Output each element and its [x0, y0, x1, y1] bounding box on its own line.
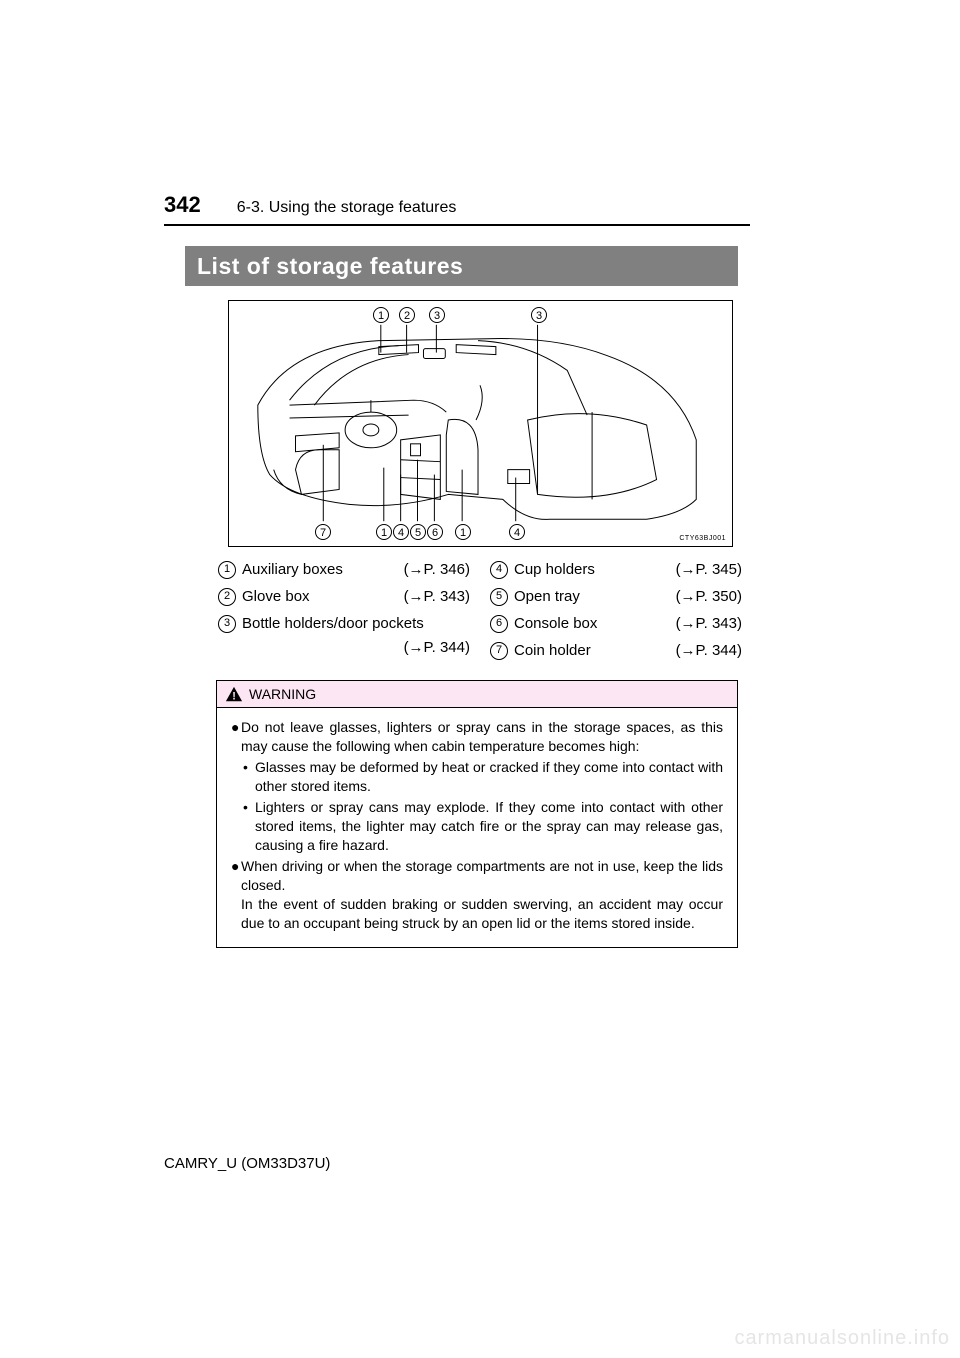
feature-row: 6 Console box (→P. 343): [490, 612, 742, 636]
page-title: List of storage features: [197, 253, 463, 280]
page-ref: (→P. 350): [676, 585, 742, 609]
feature-label: Console box: [514, 612, 672, 636]
bullet-icon: ●: [231, 718, 241, 756]
feature-num: 2: [218, 588, 236, 606]
interior-diagram: 1 2 3 3 7 1 4 5 6 1 4 CTY63BJ001: [228, 300, 733, 547]
bullet-icon: ●: [231, 857, 241, 933]
feature-list: 1 Auxiliary boxes (→P. 346) 2 Glove box …: [218, 555, 742, 666]
page-header: 342 6-3. Using the storage features: [164, 192, 750, 218]
footer-doc-id: CAMRY_U (OM33D37U): [164, 1155, 330, 1172]
warning-item: ● When driving or when the storage compa…: [231, 857, 723, 933]
page-ref: (→P. 343): [676, 612, 742, 636]
feature-label: Open tray: [514, 585, 672, 609]
callout-bot-7: 7: [315, 524, 331, 540]
feature-num: 5: [490, 588, 508, 606]
callout-bot-5: 5: [410, 524, 426, 540]
warning-text: Do not leave glasses, lighters or spray …: [241, 718, 723, 756]
callout-bot-4a: 4: [393, 524, 409, 540]
feature-row: 5 Open tray (→P. 350): [490, 585, 742, 609]
feature-label: Cup holders: [514, 558, 672, 582]
warning-text-cont: In the event of sudden braking or sudden…: [241, 896, 723, 931]
feature-row: 1 Auxiliary boxes (→P. 346): [218, 558, 470, 582]
page-ref: (→P. 345): [676, 558, 742, 582]
svg-text:!: !: [232, 690, 236, 702]
feature-label: Bottle holders/door pockets: [242, 612, 470, 636]
section-title: 6-3. Using the storage features: [237, 199, 457, 217]
watermark: carmanualsonline.info: [734, 1327, 950, 1350]
dot-icon: •: [243, 798, 255, 855]
feature-row: 7 Coin holder (→P. 344): [490, 639, 742, 663]
warning-header: ! WARNING: [217, 681, 737, 708]
page-ref: (→P. 344): [676, 639, 742, 663]
page-ref: (→P. 343): [404, 585, 470, 609]
warning-subitem: • Glasses may be deformed by heat or cra…: [243, 758, 723, 796]
feature-num: 1: [218, 561, 236, 579]
page-title-bar: List of storage features: [185, 246, 738, 286]
header-rule: [164, 224, 750, 226]
callout-top-3: 3: [429, 307, 445, 323]
warning-text: When driving or when the storage compart…: [241, 857, 723, 933]
feature-row: 4 Cup holders (→P. 345): [490, 558, 742, 582]
callout-bot-4b: 4: [509, 524, 525, 540]
warning-box: ! WARNING ● Do not leave glasses, lighte…: [216, 680, 738, 948]
callout-top-1: 1: [373, 307, 389, 323]
warning-item: ● Do not leave glasses, lighters or spra…: [231, 718, 723, 756]
feature-col-right: 4 Cup holders (→P. 345) 5 Open tray (→P.…: [490, 555, 742, 666]
warning-subtext: Glasses may be deformed by heat or crack…: [255, 758, 723, 796]
diagram-code: CTY63BJ001: [679, 535, 726, 542]
callout-top-4: 3: [531, 307, 547, 323]
feature-num: 6: [490, 615, 508, 633]
feature-col-left: 1 Auxiliary boxes (→P. 346) 2 Glove box …: [218, 555, 470, 666]
callout-layer: 1 2 3 3 7 1 4 5 6 1 4: [229, 301, 732, 546]
feature-label: Auxiliary boxes: [242, 558, 400, 582]
feature-num: 3: [218, 615, 236, 633]
page-ref: (→P. 344): [222, 636, 470, 660]
feature-num: 7: [490, 642, 508, 660]
feature-num: 4: [490, 561, 508, 579]
warning-body: ● Do not leave glasses, lighters or spra…: [217, 708, 737, 947]
feature-row: 3 Bottle holders/door pockets (→P. 344): [218, 612, 470, 660]
feature-row: 2 Glove box (→P. 343): [218, 585, 470, 609]
feature-label: Glove box: [242, 585, 400, 609]
callout-bot-6: 6: [427, 524, 443, 540]
dot-icon: •: [243, 758, 255, 796]
callout-bot-1a: 1: [376, 524, 392, 540]
callout-top-2: 2: [399, 307, 415, 323]
warning-title: WARNING: [249, 686, 316, 702]
manual-page: 342 6-3. Using the storage features List…: [0, 0, 960, 1358]
warning-text-line: When driving or when the storage compart…: [241, 858, 723, 893]
feature-label: Coin holder: [514, 639, 672, 663]
warning-subtext: Lighters or spray cans may explode. If t…: [255, 798, 723, 855]
callout-bot-1b: 1: [455, 524, 471, 540]
warning-icon: !: [225, 686, 243, 702]
page-number: 342: [164, 192, 201, 218]
page-ref: (→P. 346): [404, 558, 470, 582]
warning-subitem: • Lighters or spray cans may explode. If…: [243, 798, 723, 855]
